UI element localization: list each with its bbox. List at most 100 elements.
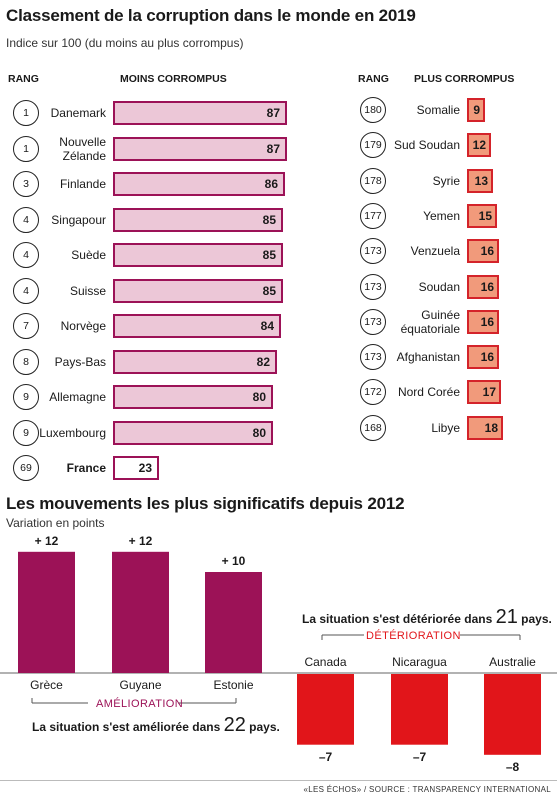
score-bar: 82: [113, 349, 277, 374]
country-label: Pays-Bas: [54, 354, 106, 369]
improvement-note-prefix: La situation s'est améliorée dans: [32, 720, 224, 734]
score-bar: 18: [467, 415, 503, 440]
rank-badge: 1: [13, 135, 39, 162]
score-bar: 16: [467, 345, 499, 370]
rank-badge: 4: [13, 206, 39, 233]
movement-value: + 12: [34, 533, 59, 548]
score-bar: 80: [113, 385, 273, 409]
rank-badge: 9: [13, 419, 39, 446]
score-value: 12: [472, 138, 486, 153]
movements-title: Les mouvements les plus significatifs de…: [6, 494, 405, 513]
country-label: Singapour: [51, 212, 106, 227]
rank-badge: 7: [13, 313, 39, 339]
improvement-note-suffix: pays.: [245, 720, 280, 734]
score-bar: 17: [467, 380, 501, 405]
country-label: Yemen: [423, 208, 460, 223]
score-value: 85: [262, 283, 276, 298]
movement-bar: [391, 674, 448, 745]
rank-badge: 173: [360, 238, 386, 265]
rank-badge: 173: [360, 344, 386, 371]
deterioration-note-suffix: pays.: [517, 612, 552, 626]
movement-bar: [297, 674, 354, 745]
score-bar: 87: [113, 136, 287, 161]
footer-rule: [0, 780, 557, 781]
improvement-label: AMÉLIORATION: [96, 698, 184, 710]
country-label: Nouvelle Zélande: [59, 134, 106, 163]
least-corrupt-header: MOINS CORROMPUS: [120, 73, 227, 85]
movement-country: Nicaragua: [392, 655, 447, 669]
score-bar: 85: [113, 243, 283, 267]
main-subtitle: Indice sur 100 (du moins au plus corromp…: [6, 36, 244, 50]
rank-badge: 172: [360, 379, 386, 406]
score-value: 15: [478, 208, 492, 223]
rank-badge: 8: [13, 348, 39, 375]
score-bar: 23: [113, 456, 159, 480]
score-bar: 85: [113, 278, 283, 303]
country-label: Venzuela: [410, 244, 460, 259]
rank-badge: 173: [360, 273, 386, 300]
score-value: 86: [264, 177, 278, 191]
score-value: 87: [266, 141, 280, 156]
score-value: 13: [474, 173, 488, 188]
improvement-note-count: 22: [223, 714, 246, 736]
movement-country: Grèce: [30, 678, 63, 692]
country-label: Syrie: [432, 173, 460, 188]
movement-value: + 10: [221, 554, 246, 568]
rank-badge: 178: [360, 167, 386, 194]
most-corrupt-header: PLUS CORROMPUS: [414, 73, 515, 85]
source-credit: «LES ÉCHOS» / SOURCE : TRANSPARENCY INTE…: [303, 785, 551, 794]
score-value: 16: [480, 350, 494, 365]
country-label: Soudan: [418, 279, 460, 294]
score-value: 17: [482, 385, 496, 400]
score-bar: 86: [113, 172, 285, 196]
deterioration-note-prefix: La situation s'est détériorée dans: [302, 612, 496, 626]
score-bar: 84: [113, 314, 281, 338]
movement-bar: [484, 674, 541, 755]
score-bar: 9: [467, 98, 485, 122]
score-value: 87: [266, 106, 280, 120]
country-label: Afghanistan: [396, 350, 460, 365]
country-label: Sud Soudan: [393, 138, 460, 153]
score-value: 23: [138, 461, 152, 475]
country-label: Suisse: [69, 283, 106, 298]
country-label: Allemagne: [49, 390, 106, 404]
movement-value: –7: [318, 749, 333, 764]
score-bar: 80: [113, 420, 273, 445]
score-bar: 85: [113, 207, 283, 232]
rank-badge: 179: [360, 132, 386, 159]
score-bar: 13: [467, 168, 493, 193]
rank-badge: 168: [360, 414, 386, 441]
score-value: 16: [480, 279, 494, 294]
country-label: Luxembourg: [39, 425, 106, 440]
rank-badge: 177: [360, 202, 386, 229]
score-value: 82: [256, 354, 270, 369]
rank-badge: 9: [13, 384, 39, 410]
rank-header-right: RANG: [358, 73, 389, 85]
movement-country: Estonie: [213, 678, 254, 692]
movement-value: + 12: [128, 533, 153, 548]
score-value: 80: [252, 425, 266, 440]
movement-value: –8: [505, 759, 520, 774]
score-bar: 16: [467, 274, 499, 299]
country-label: Libye: [431, 420, 460, 435]
deterioration-label: DÉTÉRIORATION: [366, 630, 461, 642]
movement-bar: [18, 551, 75, 673]
country-label: Nord Corée: [397, 385, 460, 400]
rank-badge: 1: [13, 100, 39, 126]
score-value: 85: [262, 248, 276, 262]
score-value: 9: [473, 103, 480, 117]
deterioration-note: La situation s'est détériorée dans 21 pa…: [302, 606, 552, 629]
score-bar: 15: [467, 203, 497, 228]
country-label: Suède: [71, 248, 106, 262]
score-bar: 16: [467, 309, 499, 334]
improvement-note: La situation s'est améliorée dans 22 pay…: [32, 714, 280, 737]
country-label: Guinée équatoriale: [400, 307, 460, 336]
rank-badge: 180: [360, 97, 386, 123]
score-value: 16: [480, 244, 494, 259]
score-value: 16: [480, 314, 494, 329]
score-bar: 16: [467, 239, 499, 264]
rank-badge: 4: [13, 277, 39, 304]
movement-bar: [205, 572, 262, 673]
score-value: 80: [252, 390, 266, 404]
rank-header-left: RANG: [8, 73, 39, 85]
